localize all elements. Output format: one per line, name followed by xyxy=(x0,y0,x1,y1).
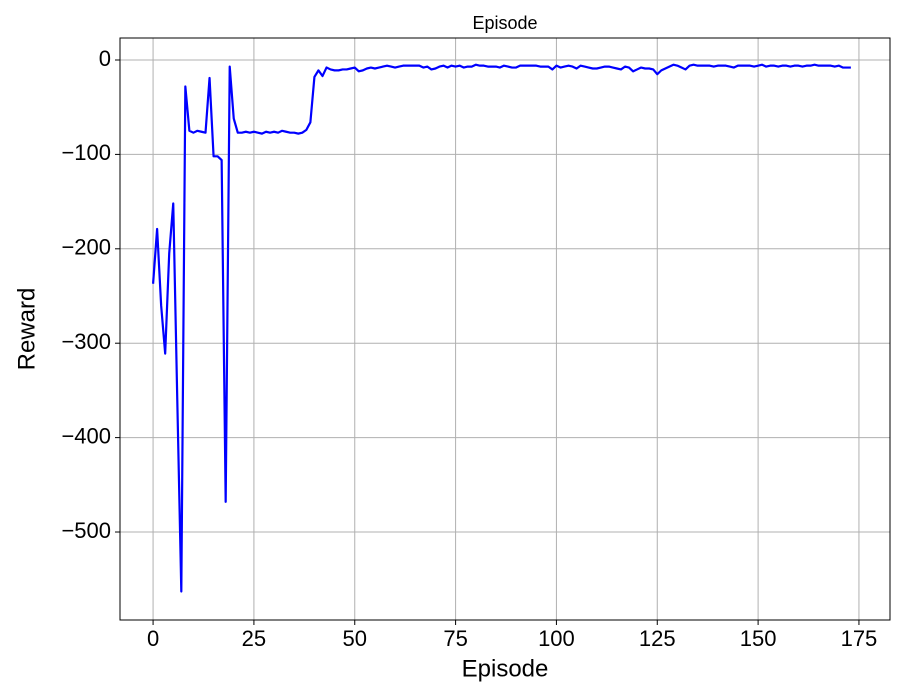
y-tick-label: 0 xyxy=(99,46,111,71)
y-tick-label: −200 xyxy=(61,235,111,260)
y-tick-label: −300 xyxy=(61,329,111,354)
x-tick-label: 75 xyxy=(443,626,467,651)
x-axis-label: Episode xyxy=(462,655,549,682)
plot-frame xyxy=(119,37,891,621)
y-tick-label: −100 xyxy=(61,140,111,165)
x-tick-label: 25 xyxy=(242,626,266,651)
x-tick-label: 125 xyxy=(639,626,676,651)
x-tick-label: 175 xyxy=(841,626,878,651)
x-tick-label: 100 xyxy=(538,626,575,651)
line xyxy=(151,63,851,593)
x-tick-label: 0 xyxy=(147,626,159,651)
y-axis-label: Reward xyxy=(13,288,40,371)
x-tick-label: 150 xyxy=(740,626,777,651)
chart-title: Episode xyxy=(472,13,537,33)
x-tick-label: 50 xyxy=(343,626,367,651)
y-tick-label: −500 xyxy=(61,518,111,543)
y-tick-label: −400 xyxy=(61,423,111,448)
